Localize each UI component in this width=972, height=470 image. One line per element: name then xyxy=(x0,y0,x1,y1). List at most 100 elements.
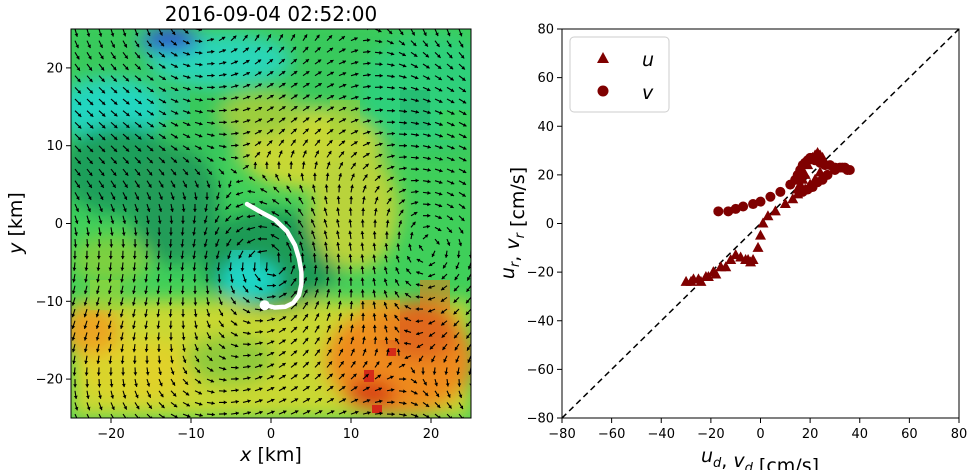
quiver-arrow-head xyxy=(415,178,419,183)
quiver-arrow-head xyxy=(441,275,446,280)
quiver-arrow-head xyxy=(311,196,315,200)
quiver-arrow-head xyxy=(247,364,251,369)
quiver-arrow-head xyxy=(132,255,137,260)
quiver-arrow-head xyxy=(246,71,250,76)
quiver-arrow-head xyxy=(256,47,261,51)
quiver-arrow-head xyxy=(272,283,276,288)
quiver-arrow xyxy=(122,413,127,418)
quiver-arrow-head xyxy=(474,182,478,185)
quiver-arrow-head xyxy=(439,157,443,161)
quiver-arrow-head xyxy=(157,348,161,353)
quiver-arrow-head xyxy=(137,159,141,164)
quiver-arrow-head xyxy=(89,160,93,164)
right-y-tick-label: 60 xyxy=(537,71,554,86)
quiver-arrow-head xyxy=(174,87,179,92)
quiver-arrow-head xyxy=(162,135,166,139)
quiver-arrow-head xyxy=(431,358,435,363)
quiver-arrow-head xyxy=(475,112,479,115)
quiver-arrow-head xyxy=(456,371,461,375)
quiver-arrow-head xyxy=(182,348,186,352)
quiver-arrow-head xyxy=(235,96,239,100)
quiver-arrow-head xyxy=(281,94,286,99)
reference-line-y-equals-x xyxy=(561,28,960,419)
quiver-arrow-head xyxy=(317,386,322,390)
quiver-arrow-head xyxy=(247,411,251,415)
quiver-arrow-head xyxy=(415,189,419,194)
quiver-arrow-head xyxy=(156,313,161,318)
quiver-arrow-head xyxy=(450,88,455,92)
quiver-arrow-head xyxy=(84,279,88,283)
quiver-arrow-head xyxy=(475,158,479,161)
quiver-arrow-head xyxy=(95,302,100,306)
quiver-arrow-head xyxy=(171,31,176,35)
quiver-arrow-head xyxy=(226,242,230,247)
quiver-arrow-head xyxy=(259,200,263,205)
quiver-arrow-head xyxy=(270,340,275,344)
quiver-arrow-head xyxy=(275,173,279,178)
quiver-arrow-head xyxy=(136,171,141,176)
quiver-arrow-head xyxy=(95,337,100,341)
quiver-arrow-head xyxy=(180,302,185,306)
quiver-arrow-head xyxy=(303,277,308,281)
quiver-arrow-head xyxy=(186,86,191,91)
quiver-arrow-head xyxy=(181,336,186,341)
quiver-arrow-head xyxy=(245,60,250,64)
quiver-arrow-head xyxy=(428,320,433,325)
quiver-arrow-head xyxy=(108,267,113,271)
quiver-arrow-head xyxy=(233,169,237,174)
v-point xyxy=(829,165,840,176)
quiver-arrow-head xyxy=(388,361,392,366)
quiver-arrow-head xyxy=(342,398,346,402)
quiver-arrow-head xyxy=(270,234,275,238)
quiver-arrow-head xyxy=(314,161,318,165)
quiver-arrow-head xyxy=(437,65,442,69)
quiver-arrow-head xyxy=(281,71,286,75)
quiver-arrow-head xyxy=(270,375,275,379)
quiver-arrow-head xyxy=(77,136,82,141)
quiver-arrow-head xyxy=(74,232,78,236)
quiver-arrow-head xyxy=(462,88,466,92)
quiver-arrow-head xyxy=(342,72,347,76)
quiver-arrow-head xyxy=(401,41,405,46)
quiver-arrow-head xyxy=(396,348,401,353)
quiver-arrow-head xyxy=(293,94,298,98)
quiver-arrow-head xyxy=(383,313,388,318)
quiver-arrow-head xyxy=(298,208,302,213)
quiver-arrow-head xyxy=(192,279,197,283)
quiver-arrow-head xyxy=(395,255,400,259)
quiver-arrow-head xyxy=(144,313,148,318)
quiver-arrow-head xyxy=(101,160,105,164)
left-y-tick-label: 0 xyxy=(55,217,63,232)
quiver-arrow-head xyxy=(459,405,464,410)
quiver-arrow-head xyxy=(246,154,250,158)
quiver-arrow-head xyxy=(180,244,185,248)
quiver-arrow-head xyxy=(472,417,475,421)
quiver-arrow-head xyxy=(258,118,262,122)
quiver-arrow-head xyxy=(89,113,94,117)
quiver-arrow-head xyxy=(234,72,239,76)
quiver-arrow-head xyxy=(450,192,455,197)
quiver-arrow-head xyxy=(413,390,418,395)
quiver-arrow-head xyxy=(246,142,251,147)
quiver-arrow-head xyxy=(211,133,215,137)
quiver-arrow-head xyxy=(273,186,278,191)
quiver-arrow-head xyxy=(206,313,211,317)
quiver-arrow-head xyxy=(427,179,431,184)
quiver-arrow-head xyxy=(248,176,253,181)
quiver-arrow-head xyxy=(468,371,471,375)
quiver-arrow-head xyxy=(192,220,197,224)
quiver-arrow-head xyxy=(84,360,89,364)
quiver-arrow-head xyxy=(441,322,445,326)
quiver-arrow-head xyxy=(169,348,174,352)
quiver-arrow-head xyxy=(170,359,174,364)
quiver-arrow-head xyxy=(403,109,408,114)
quiver-arrow-head xyxy=(235,143,239,148)
quiver-arrow-head xyxy=(427,213,431,218)
quiver-arrow-head xyxy=(379,73,383,78)
quiver-arrow-head xyxy=(186,98,191,103)
quiver-arrow-head xyxy=(211,49,215,54)
quiver-arrow-head xyxy=(379,119,383,124)
quiver-arrow-head xyxy=(148,405,152,409)
quiver-arrow-head xyxy=(137,124,142,128)
quiver-arrow-head xyxy=(132,325,136,329)
